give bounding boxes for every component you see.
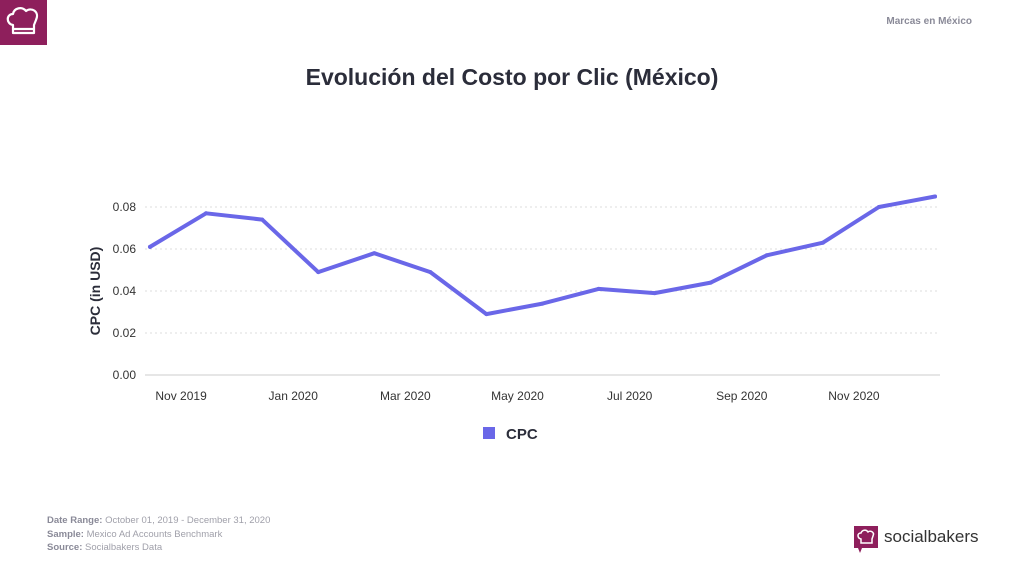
data-point: [484, 312, 489, 317]
footer-notes: Date Range: October 01, 2019 - December …: [47, 514, 270, 555]
chef-hat-logo: [0, 0, 47, 45]
data-point: [148, 244, 152, 249]
legend-swatch: [483, 427, 495, 439]
chart-title: Evolución del Costo por Clic (México): [305, 64, 719, 90]
data-point: [596, 286, 601, 291]
x-tick-label: Nov 2020: [828, 389, 880, 403]
date-range: October 01, 2019 - December 31, 2020: [105, 515, 271, 526]
cpc-line-chart: 0.00 0.02 0.04 0.06 0.08 CPC (in USD) Nov 2019…: [87, 194, 940, 443]
data-point: [764, 253, 769, 258]
data-point: [316, 270, 321, 275]
y-tick-label: 0.00: [113, 368, 137, 382]
data-point: [933, 194, 937, 199]
legend-label: CPC: [506, 426, 538, 443]
data-point: [204, 211, 209, 216]
data-point: [652, 291, 657, 296]
x-tick-label: May 2020: [491, 389, 544, 403]
x-tick-label: Sep 2020: [716, 389, 768, 403]
y-axis-label: CPC (in USD): [87, 247, 103, 336]
y-tick-label: 0.04: [113, 284, 137, 298]
y-tick-label: 0.02: [113, 326, 137, 340]
data-point: [876, 205, 881, 209]
chef-hat-icon: [854, 526, 878, 553]
y-tick-label: 0.08: [113, 200, 137, 214]
data-point: [708, 280, 713, 285]
source-label: Source:: [47, 542, 83, 553]
cpc-series-line: [148, 194, 937, 317]
data-point: [540, 301, 545, 306]
y-tick-label: 0.06: [113, 242, 137, 256]
sample-label: Sample:: [47, 528, 84, 540]
data-point: [428, 270, 433, 275]
date-range-label: Date Range:: [47, 515, 103, 526]
x-tick-label: Nov 2019: [155, 389, 207, 403]
data-point: [372, 251, 377, 256]
header-text: Marcas en México: [886, 16, 972, 27]
data-point: [260, 217, 265, 222]
socialbakers-logo: socialbakers: [854, 526, 979, 553]
x-tick-label: Mar 2020: [380, 389, 431, 403]
sample: Mexico Ad Accounts Benchmark: [86, 528, 223, 540]
data-point: [820, 240, 825, 245]
x-tick-label: Jan 2020: [269, 389, 319, 403]
brand-name: socialbakers: [884, 527, 979, 546]
source: Socialbakers Data: [85, 542, 163, 553]
x-tick-label: Jul 2020: [607, 389, 653, 403]
